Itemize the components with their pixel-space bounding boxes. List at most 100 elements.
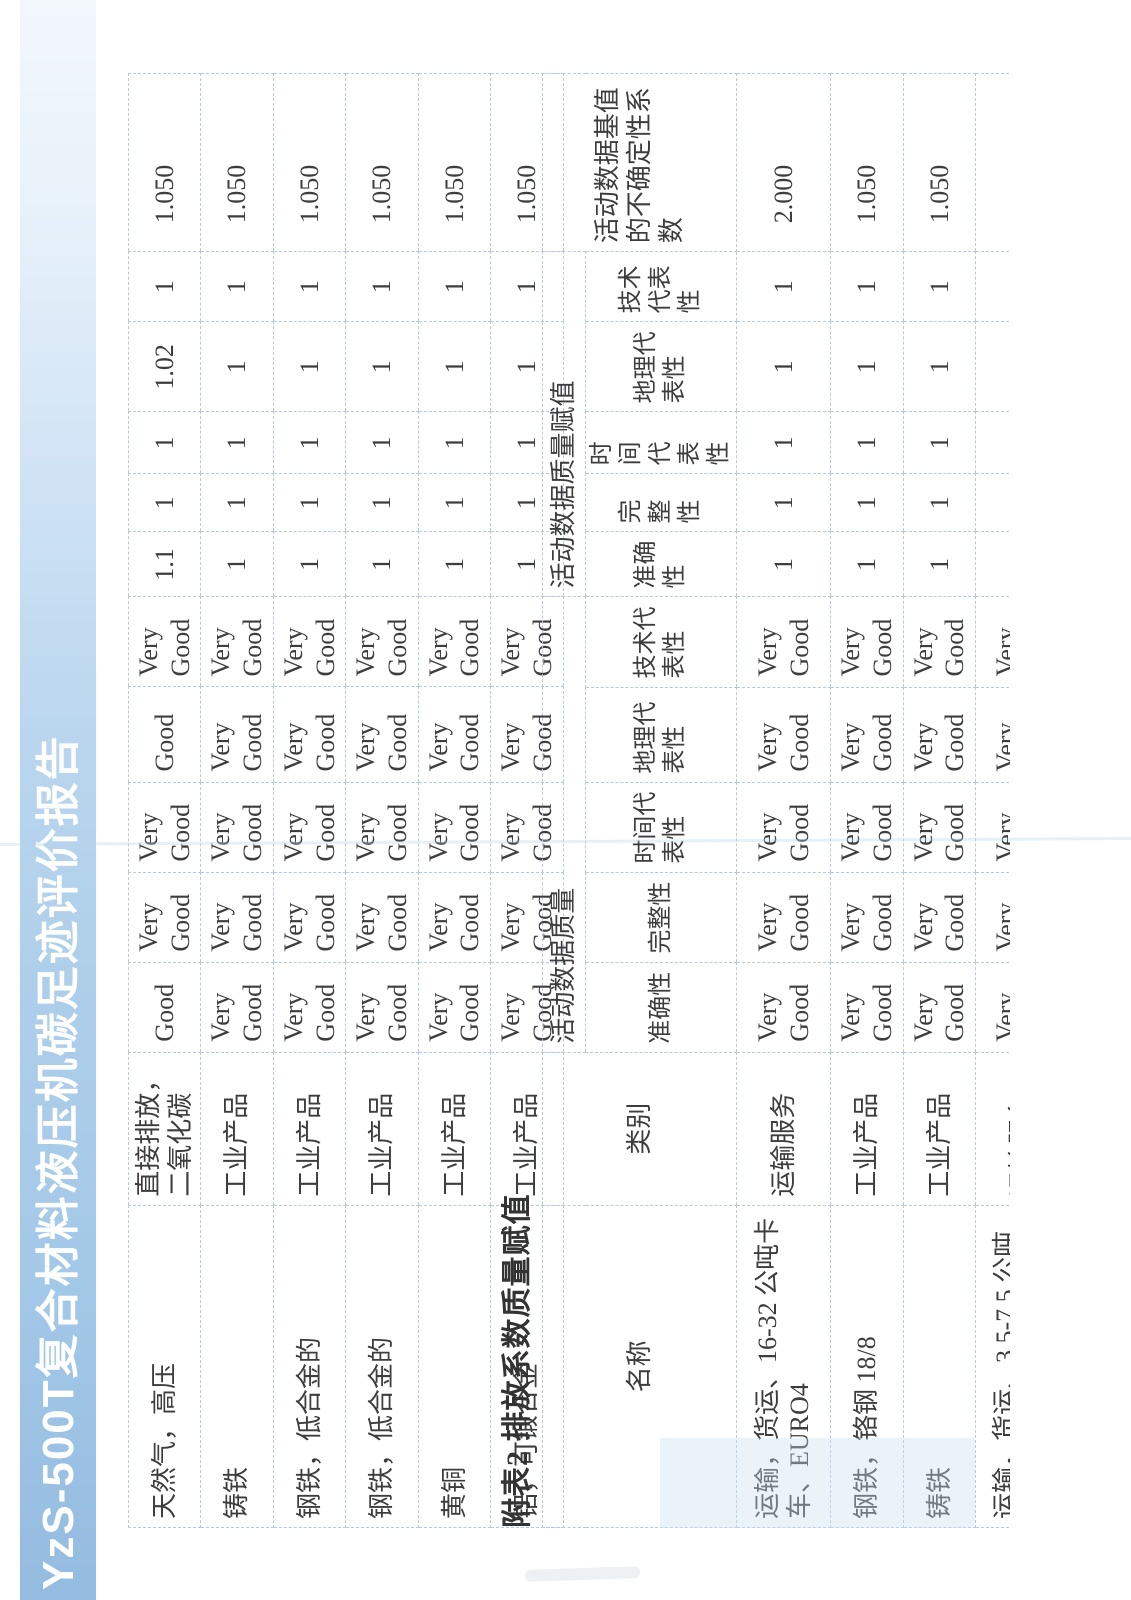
cell-uncertainty-factor: 1.050 xyxy=(128,73,201,252)
cell-technical-rating: Very Good xyxy=(345,596,419,687)
cell-uncertainty-factor: 1.050 xyxy=(273,73,346,252)
cell-accuracy-rating: Good xyxy=(128,962,201,1053)
header-geographic-value: 地理代表性 xyxy=(585,321,737,412)
cell-completeness-rating: Very Good xyxy=(200,872,274,963)
cell-completeness-value: 1 xyxy=(128,473,201,532)
cell-accuracy-rating: Very Good xyxy=(200,962,274,1053)
cell-accuracy-rating: Very Good xyxy=(903,962,976,1053)
cell-geographic-rating: Very Good xyxy=(345,686,419,783)
cell-name: 铸铁 xyxy=(200,1205,274,1528)
cell-category: 工业产品 xyxy=(273,1052,346,1206)
header-completeness-value: 完整性 xyxy=(585,473,737,532)
cell-geographic-rating: Very Good xyxy=(418,686,491,783)
header-uncertainty-factor: 活动数据基值的不确定性系数 xyxy=(542,73,737,252)
cell-temporal-value: 1 xyxy=(903,411,976,474)
cell-geographic-rating: Very Good xyxy=(273,686,346,783)
cell-category: 工业产品 xyxy=(830,1052,904,1206)
cell-completeness-rating: Very Good xyxy=(418,872,491,963)
cell-temporal-rating: Very Good xyxy=(736,782,831,873)
cell-geographic-rating: Very Good xyxy=(903,687,976,783)
cell-technical-value: 1 xyxy=(975,251,1010,322)
header-temporal-value: 时间代表性 xyxy=(585,411,737,474)
cell-accuracy-value: 1 xyxy=(345,531,419,597)
cell-temporal-value: 1 xyxy=(975,411,1010,474)
report-banner: YzS-500T复合材料液压机碳足迹评价报告 xyxy=(20,0,96,1600)
scan-tint-artifact xyxy=(660,1438,975,1528)
cell-temporal-value: 1 xyxy=(345,411,419,474)
cell-temporal-value: 1 xyxy=(736,411,831,474)
cell-temporal-value: 1 xyxy=(200,411,274,474)
cell-completeness-rating: Very Good xyxy=(345,872,419,963)
cell-temporal-rating: Very Good xyxy=(345,782,419,873)
cell-technical-rating: Very Good xyxy=(736,596,831,688)
cell-technical-rating: Very Good xyxy=(128,596,201,687)
table-row: 运输，货运、3.5-7.5 公吨卡车、EURO4 运输服务 Very Good … xyxy=(975,73,1010,1528)
header-technical-value: 技术代表性 xyxy=(585,251,737,322)
table-row: 钢铁，铬钢 18/8 工业产品 Very Good Very Good Very… xyxy=(830,73,904,1528)
cell-temporal-rating: Very Good xyxy=(830,782,904,873)
table2-title: 附表2 排放系数质量赋值 xyxy=(501,1193,534,1529)
cell-accuracy-value: 1 xyxy=(273,531,346,597)
table2-clip-region: 名称 类别 活动数据质量 活动数据质量赋值 活动数据基值的不确定性系数 准确性 … xyxy=(542,70,1010,1528)
cell-geographic-value: 1 xyxy=(418,321,491,412)
cell-accuracy-rating: Very Good xyxy=(975,962,1010,1053)
cell-accuracy-rating: Very Good xyxy=(830,962,904,1053)
cell-uncertainty-factor: 1.050 xyxy=(345,73,419,252)
cell-uncertainty-factor: 1.050 xyxy=(418,73,491,252)
banner-title: YzS-500T复合材料液压机碳足迹评价报告 xyxy=(34,734,83,1590)
table-row: 钢铁，低合金的 工业产品 Very Good Very Good Very Go… xyxy=(345,73,419,1528)
cell-completeness-rating: Very Good xyxy=(830,872,904,963)
cell-geographic-rating: Very Good xyxy=(200,686,274,783)
cell-temporal-value: 1 xyxy=(273,411,346,474)
cell-accuracy-value: 1.1 xyxy=(128,531,201,597)
cell-completeness-value: 1 xyxy=(273,473,346,532)
cell-geographic-rating: Very Good xyxy=(736,687,831,783)
cell-temporal-rating: Very Good xyxy=(200,782,274,873)
cell-technical-value: 1 xyxy=(830,251,904,322)
cell-completeness-value: 1 xyxy=(975,473,1010,532)
cell-temporal-rating: Very Good xyxy=(128,782,201,873)
cell-temporal-value: 1 xyxy=(418,411,491,474)
cell-geographic-value: 1 xyxy=(830,321,904,412)
table-row: 铸铁 工业产品 Very Good Very Good Very Good Ve… xyxy=(200,73,274,1528)
cell-category: 工业产品 xyxy=(903,1052,976,1206)
header-temporal-representativeness: 时间代表性 xyxy=(585,782,737,873)
table-row: 铸铁 工业产品 Very Good Very Good Very Good Ve… xyxy=(903,73,976,1528)
cell-name: 钢铁，低合金的 xyxy=(273,1205,346,1528)
cell-technical-rating: Very Good xyxy=(273,596,346,687)
header-category: 类别 xyxy=(542,1052,737,1206)
cell-category: 工业产品 xyxy=(200,1052,274,1206)
cell-completeness-value: 1 xyxy=(418,473,491,532)
cell-completeness-rating: Very Good xyxy=(736,872,831,963)
cell-accuracy-rating: Very Good xyxy=(273,962,346,1053)
cell-category: 工业产品 xyxy=(418,1052,491,1206)
cell-temporal-value: 1 xyxy=(128,411,201,474)
cell-accuracy-value: 1 xyxy=(975,531,1010,597)
cell-completeness-value: 1 xyxy=(830,473,904,532)
cell-geographic-value: 1 xyxy=(975,321,1010,412)
cell-accuracy-value: 1 xyxy=(736,531,831,597)
cell-temporal-rating: Very Good xyxy=(903,782,976,873)
cell-accuracy-value: 1 xyxy=(418,531,491,597)
cell-name: 运输，货运、3.5-7.5 公吨卡车、EURO4 xyxy=(975,1205,1010,1528)
cell-accuracy-rating: Very Good xyxy=(418,962,491,1053)
cell-geographic-value: 1 xyxy=(736,321,831,412)
cell-category: 运输服务 xyxy=(736,1052,831,1206)
cell-temporal-rating: Very Good xyxy=(975,782,1010,873)
header-accuracy: 准确性 xyxy=(585,962,737,1053)
cell-completeness-value: 1 xyxy=(903,473,976,532)
cell-accuracy-value: 1 xyxy=(903,531,976,597)
cell-completeness-value: 1 xyxy=(736,473,831,532)
header-technical-representativeness: 技术代表性 xyxy=(585,596,737,688)
cell-name: 黄铜 xyxy=(418,1205,491,1528)
table-row: 钢铁，低合金的 工业产品 Very Good Very Good Very Go… xyxy=(273,73,346,1528)
cell-technical-value: 1 xyxy=(128,251,201,322)
cell-geographic-rating: Very Good xyxy=(975,687,1010,783)
cell-geographic-value: 1 xyxy=(200,321,274,412)
cell-technical-value: 1 xyxy=(273,251,346,322)
cell-technical-rating: Very Good xyxy=(975,596,1010,688)
cell-geographic-rating: Very Good xyxy=(830,687,904,783)
cell-temporal-rating: Very Good xyxy=(418,782,491,873)
